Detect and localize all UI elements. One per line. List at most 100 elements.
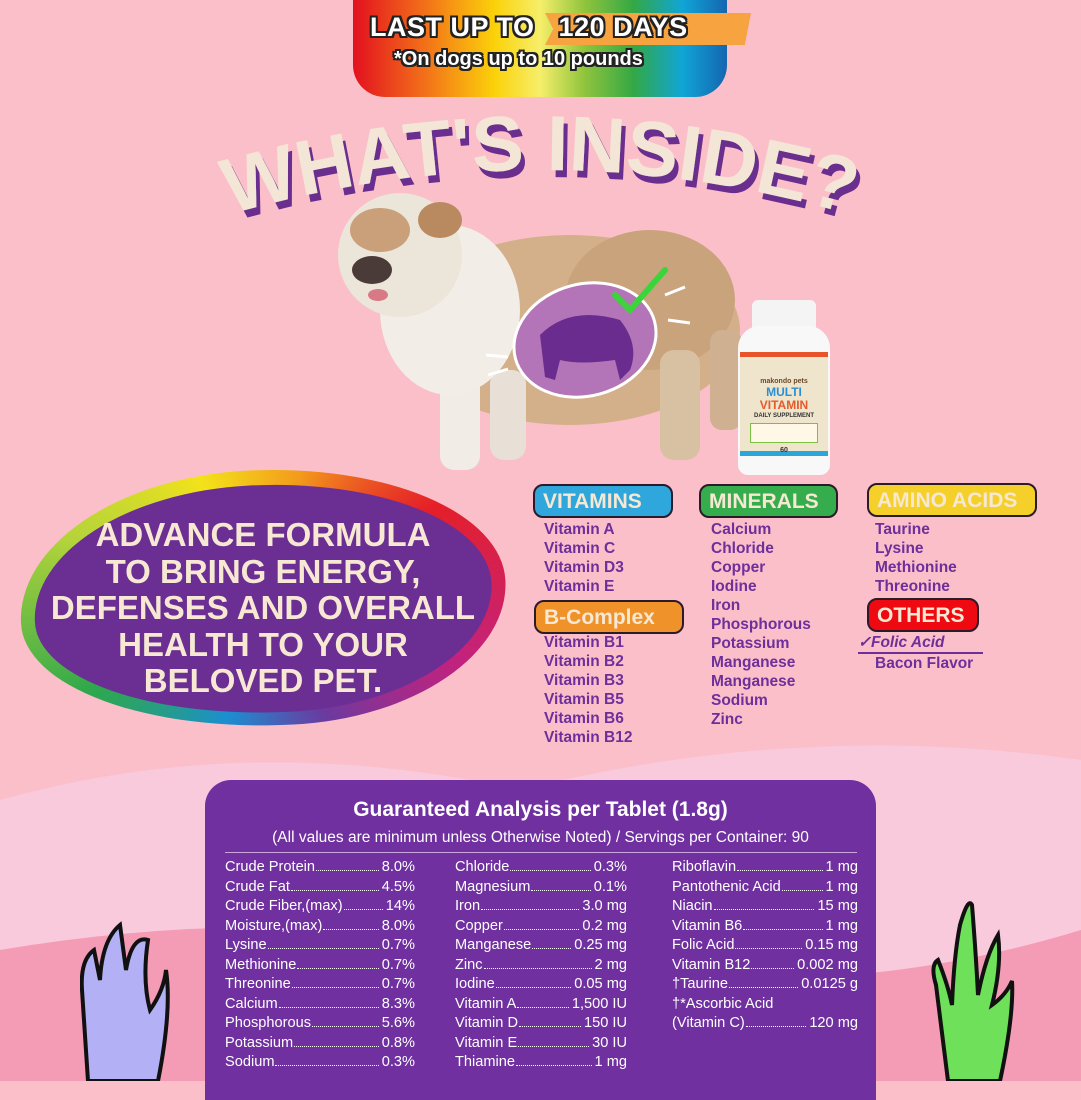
- analysis-row: Thiamine 1 mg: [455, 1053, 627, 1073]
- dot-leader: [781, 889, 823, 891]
- amino-acids-badge: AMINO ACIDS: [867, 483, 1037, 517]
- dot-leader: [323, 928, 379, 930]
- dot-leader: [278, 1006, 379, 1008]
- nutrient-name: Zinc: [455, 956, 483, 973]
- check-icon: [612, 267, 668, 315]
- analysis-row: Magnesium 0.1%: [455, 878, 627, 898]
- nutrient-name: Lysine: [225, 937, 267, 953]
- nutrient-name: Threonine: [225, 976, 291, 992]
- dot-leader: [743, 928, 823, 930]
- nutrient-value: 15 mg: [817, 898, 858, 914]
- minerals-badge: MINERALS: [699, 484, 838, 518]
- b-complex-list: Vitamin B1 Vitamin B2 Vitamin B3 Vitamin B5…: [544, 634, 633, 746]
- nutrient-value: 8.3%: [381, 995, 415, 1012]
- nutrient-value: 3.0 mg: [582, 898, 627, 914]
- nutrient-value: 1 mg: [825, 859, 858, 875]
- nutrient-name: Vitamin A: [455, 995, 517, 1012]
- product-bottle: makondo pets MULTI VITAMIN DAILY SUPPLEM…: [738, 300, 830, 475]
- dot-leader: [531, 889, 591, 891]
- nutrient-name: Vitamin E: [455, 1034, 518, 1051]
- nutrient-name: Potassium: [225, 1034, 294, 1051]
- dot-leader: [267, 948, 379, 949]
- analysis-row: Calcium 8.3%: [225, 995, 415, 1015]
- nutrient-name: Iron: [455, 898, 481, 914]
- nutrient-value: 0.7%: [381, 937, 415, 953]
- dot-leader: [495, 987, 572, 988]
- dot-leader: [516, 1065, 592, 1066]
- analysis-row: Crude Fat 4.5%: [225, 878, 415, 898]
- checkmark-icon: ✓: [858, 634, 871, 651]
- analysis-row: Vitamin A 1,500 IU: [455, 995, 627, 1015]
- vitamins-list: Vitamin A Vitamin C Vitamin D3 Vitamin E: [544, 521, 624, 595]
- nutrient-value: 14%: [385, 898, 415, 914]
- analysis-row: Sodium 0.3%: [225, 1053, 415, 1073]
- analysis-column-1: Crude Protein 8.0% Crude Fat 4.5% Crude Fibe…: [225, 858, 415, 1073]
- vitamins-badge: VITAMINS: [533, 484, 673, 518]
- analysis-row: Lysine 0.7%: [225, 936, 415, 956]
- belly-highlight: [485, 281, 691, 399]
- nutrient-value: 0.1%: [593, 878, 627, 895]
- nutrient-name: Pantothenic Acid: [672, 878, 781, 895]
- dot-leader: [532, 948, 572, 949]
- nutrient-value: 30 IU: [592, 1034, 627, 1051]
- analysis-row: Crude Protein 8.0%: [225, 858, 415, 878]
- nutrient-name: Phosphorous: [225, 1015, 312, 1031]
- nutrient-value: 0.002 mg: [797, 956, 858, 973]
- bottle-subtitle: DAILY SUPPLEMENT: [753, 413, 814, 419]
- dot-leader: [735, 948, 803, 949]
- nutrient-name: Methionine: [225, 956, 297, 973]
- dot-leader: [291, 987, 379, 988]
- dot-leader: [728, 987, 799, 988]
- others-badge: OTHERS: [867, 598, 979, 632]
- dot-leader: [517, 1006, 569, 1008]
- nutrient-name: Riboflavin: [672, 859, 737, 875]
- nutrient-name: Niacin: [672, 898, 713, 914]
- nutrient-name: Chloride: [455, 859, 510, 875]
- nutrient-value: 8.0%: [381, 917, 415, 934]
- analysis-row: †Taurine 0.0125 g: [672, 975, 858, 995]
- dot-leader: [751, 967, 795, 969]
- analysis-row: Iodine 0.05 mg: [455, 975, 627, 995]
- nutrient-value: 0.3%: [593, 859, 627, 875]
- divider: [225, 852, 857, 853]
- analysis-row: Potassium 0.8%: [225, 1034, 415, 1054]
- nutrient-name: Moisture,(max): [225, 917, 323, 934]
- analysis-row: Zinc 2 mg: [455, 956, 627, 976]
- dot-leader: [510, 870, 591, 871]
- analysis-row: Chloride 0.3%: [455, 858, 627, 878]
- analysis-row: (Vitamin C) 120 mg: [672, 1014, 858, 1034]
- nutrient-name: Vitamin B12: [672, 956, 751, 973]
- page-title: WHAT'S INSIDE?: [212, 100, 868, 231]
- analysis-row: Iron 3.0 mg: [455, 897, 627, 917]
- nutrient-value: 2 mg: [594, 956, 627, 973]
- dot-leader: [297, 967, 379, 969]
- dot-leader: [481, 909, 580, 910]
- nutrient-name: Thiamine: [455, 1054, 516, 1070]
- nutrient-value: 5.6%: [381, 1015, 415, 1031]
- dot-leader: [503, 928, 580, 930]
- analysis-row: Vitamin E 30 IU: [455, 1034, 627, 1054]
- dot-leader: [483, 967, 592, 969]
- minerals-list: Calcium Chloride Copper Iodine Iron Phosphoro…: [711, 521, 811, 728]
- nutrient-value: 0.3%: [381, 1054, 415, 1070]
- analysis-row: Manganese 0.25 mg: [455, 936, 627, 956]
- nutrient-value: 1 mg: [825, 917, 858, 934]
- analysis-column-3: Riboflavin 1 mg Pantothenic Acid 1 mg Niacin…: [672, 858, 858, 1034]
- cactus-left-illustration: [80, 921, 170, 1081]
- nutrient-name: Calcium: [225, 995, 278, 1012]
- dot-leader: [745, 1026, 807, 1027]
- analysis-row: Vitamin B6 1 mg: [672, 917, 858, 937]
- bottle-name-1: MULTI: [766, 385, 802, 399]
- dot-leader: [518, 1045, 590, 1047]
- dot-leader: [294, 1045, 379, 1047]
- analysis-row: Threonine 0.7%: [225, 975, 415, 995]
- analysis-row: Copper 0.2 mg: [455, 917, 627, 937]
- nutrient-value: 8.0%: [381, 859, 415, 875]
- nutrient-value: 0.8%: [381, 1034, 415, 1051]
- analysis-row: Phosphorous 5.6%: [225, 1014, 415, 1034]
- nutrient-value: 120 mg: [809, 1015, 858, 1031]
- bottle-brand: makondo pets: [760, 378, 808, 385]
- nutrient-value: 1 mg: [594, 1054, 627, 1070]
- nutrient-name: Magnesium: [455, 878, 531, 895]
- nutrient-name: Vitamin B6: [672, 917, 743, 934]
